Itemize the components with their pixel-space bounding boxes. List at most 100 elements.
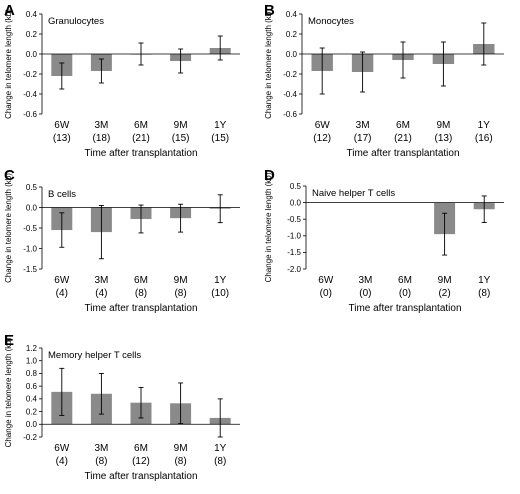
y-tick-label: 0.4: [26, 10, 38, 19]
y-tick-label: 0.4: [286, 10, 298, 19]
y-tick-label: -0.4: [283, 90, 297, 99]
panel-letter: A: [4, 2, 15, 19]
y-tick-label: 0.0: [26, 50, 38, 59]
category-label: 6M: [398, 275, 412, 286]
panel-letter: B: [264, 2, 275, 19]
category-label: 9M: [174, 443, 188, 454]
y-tick-label: 0.0: [26, 203, 38, 212]
x-axis-label: Time after transplantation: [346, 148, 459, 159]
panel-title: Monocytes: [308, 16, 354, 27]
y-axis-label: Change in telomere length (kb): [4, 337, 13, 447]
panel-a: A -0.6 -0.4 -0.2 0.0 0.2 0.4 Change in telomere…: [4, 2, 240, 159]
category-label: 3M: [356, 120, 370, 131]
category-label: 6W: [54, 120, 70, 131]
category-label: 9M: [438, 275, 452, 286]
category-label: 1Y: [214, 443, 227, 454]
y-tick-label: 0.5: [26, 183, 38, 192]
sample-size-label: (16): [475, 133, 493, 144]
panel-c: C -1.5 -1.0 -0.5 0.0 0.5 Change in telomere le…: [4, 167, 240, 314]
sample-size-label: (4): [56, 288, 68, 299]
y-axis-label: Change in telomere length (kb): [264, 9, 273, 119]
sample-size-label: (8): [214, 456, 226, 467]
category-label: 9M: [174, 275, 188, 286]
y-tick-label: 0.2: [26, 30, 38, 39]
category-label: 6M: [134, 443, 148, 454]
panel-d: D -2.0 -1.5 -1.0 -0.5 0.0 0.5 Change in telomer…: [264, 167, 504, 314]
sample-size-label: (8): [135, 288, 147, 299]
category-label: 6W: [54, 275, 70, 286]
y-tick-label: 0.0: [26, 420, 38, 429]
y-tick-label: 0.8: [26, 369, 38, 378]
y-tick-label: -0.4: [23, 90, 37, 99]
y-tick-label: 1.2: [26, 344, 38, 353]
category-label: 9M: [174, 120, 188, 131]
y-tick-label: -1.0: [23, 244, 37, 253]
category-label: 6M: [134, 275, 148, 286]
category-label: 3M: [358, 275, 372, 286]
y-axis-label: Change in telomere length (kb): [4, 173, 13, 283]
y-tick-label: -0.6: [283, 110, 297, 119]
sample-size-label: (4): [56, 456, 68, 467]
panel-letter: E: [4, 332, 14, 349]
y-tick-label: 0.4: [26, 395, 38, 404]
sample-size-label: (17): [354, 133, 372, 144]
category-label: 6M: [396, 120, 410, 131]
panel-title: B cells: [48, 189, 76, 200]
sample-size-label: (0): [320, 288, 332, 299]
category-label: 1Y: [478, 275, 491, 286]
sample-size-label: (8): [478, 288, 490, 299]
y-tick-label: -0.2: [23, 70, 37, 79]
sample-size-label: (13): [435, 133, 453, 144]
x-axis-label: Time after transplantation: [84, 148, 197, 159]
y-tick-label: -1.0: [287, 232, 301, 241]
y-tick-label: -1.5: [23, 265, 37, 274]
panel-title: Memory helper T cells: [48, 350, 141, 361]
sample-size-label: (12): [132, 456, 150, 467]
x-axis-label: Time after transplantation: [348, 303, 461, 314]
category-label: 1Y: [478, 120, 491, 131]
y-tick-label: -0.5: [23, 224, 37, 233]
category-label: 6W: [318, 275, 334, 286]
category-label: 9M: [436, 120, 450, 131]
sample-size-label: (0): [359, 288, 371, 299]
sample-size-label: (15): [211, 133, 229, 144]
panel-e: E -0.2 0.0 0.2 0.4 0.6 0.8 1.0 1.2 Change in telo…: [4, 332, 240, 482]
sample-size-label: (21): [132, 133, 150, 144]
sample-size-label: (4): [95, 288, 107, 299]
y-axis-label: Change in telomere length (kb): [4, 9, 13, 119]
panel-title: Naive helper T cells: [312, 188, 395, 199]
category-label: 6M: [134, 120, 148, 131]
x-axis-label: Time after transplantation: [84, 303, 197, 314]
sample-size-label: (8): [174, 288, 186, 299]
sample-size-label: (21): [394, 133, 412, 144]
sample-size-label: (12): [313, 133, 331, 144]
sample-size-label: (10): [211, 288, 229, 299]
sample-size-label: (15): [172, 133, 190, 144]
panel-letter: D: [264, 167, 275, 184]
y-axis-label: Change in telomere length (kb): [264, 172, 273, 282]
y-tick-label: 0.0: [286, 50, 298, 59]
panel-letter: C: [4, 167, 15, 184]
panel-b: B -0.6 -0.4 -0.2 0.0 0.2 0.4 Change in telomere…: [264, 2, 504, 159]
category-label: 1Y: [214, 275, 227, 286]
y-tick-label: -1.5: [287, 248, 301, 257]
category-label: 3M: [94, 120, 108, 131]
sample-size-label: (8): [174, 456, 186, 467]
y-tick-label: 0.5: [290, 182, 302, 191]
y-tick-label: -0.6: [23, 110, 37, 119]
sample-size-label: (8): [95, 456, 107, 467]
panel-title: Granulocytes: [48, 16, 104, 27]
y-tick-label: -2.0: [287, 265, 301, 274]
y-tick-label: 0.6: [26, 382, 38, 391]
x-axis-label: Time after transplantation: [84, 471, 197, 482]
y-tick-label: 1.0: [26, 357, 38, 366]
category-label: 1Y: [214, 120, 227, 131]
category-label: 3M: [94, 275, 108, 286]
y-tick-label: 0.2: [286, 30, 298, 39]
sample-size-label: (2): [438, 288, 450, 299]
y-tick-label: 0.2: [26, 407, 38, 416]
sample-size-label: (18): [93, 133, 111, 144]
sample-size-label: (13): [53, 133, 71, 144]
category-label: 3M: [94, 443, 108, 454]
